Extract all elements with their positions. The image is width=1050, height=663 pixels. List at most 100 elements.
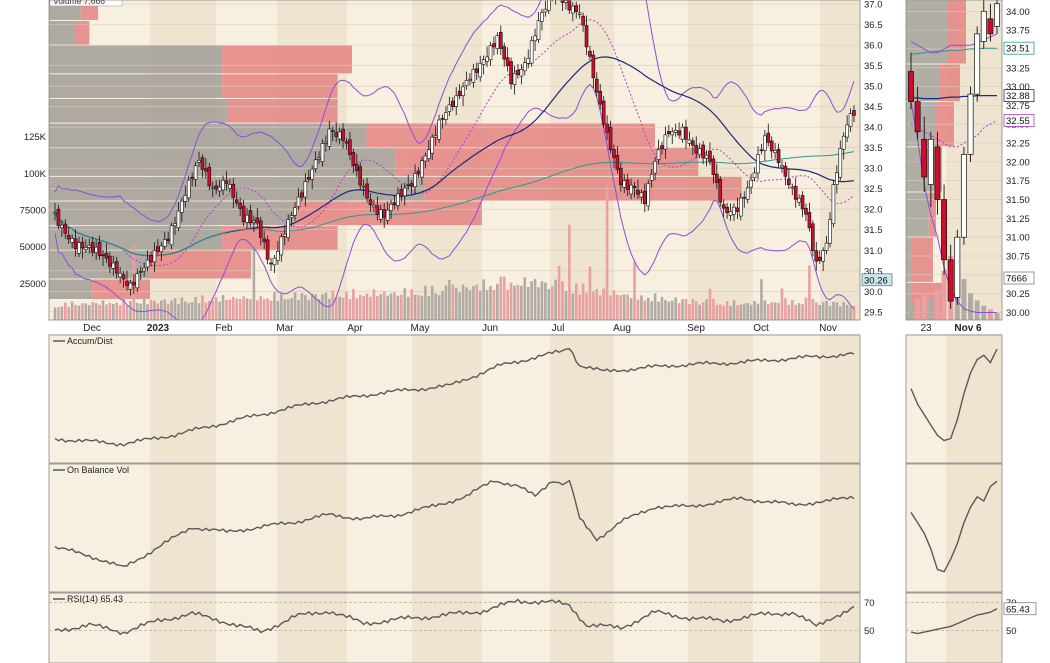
volume-bar: [729, 305, 732, 320]
volume-bar: [290, 298, 293, 320]
candle-body: [509, 61, 513, 85]
volume-bar: [835, 302, 839, 320]
volume-bar: [101, 300, 105, 320]
zoom-price-tick: 32.00: [1006, 157, 1030, 168]
candle-body: [186, 179, 191, 199]
price-tick-label: 31.0: [864, 246, 883, 257]
candle-body: [485, 56, 489, 62]
price-tick-label: 30.5: [864, 266, 883, 277]
candle-body: [156, 246, 160, 252]
candle-body: [457, 90, 462, 97]
candle-body: [197, 160, 201, 163]
candle-body: [382, 209, 387, 218]
indicator-title: RSI(14) 65.43: [67, 594, 123, 604]
candle-body: [162, 239, 167, 247]
candle-body: [392, 202, 397, 205]
volume-bar: [338, 296, 341, 320]
candle-body: [101, 254, 105, 257]
candle-body: [643, 191, 647, 205]
volume-bar: [262, 299, 266, 320]
candle-body: [619, 167, 623, 186]
candle-body: [649, 173, 654, 181]
candle-body: [327, 128, 332, 147]
candle-body: [255, 217, 260, 224]
volume-bar: [739, 304, 743, 320]
price-tick-label: 32.0: [864, 205, 883, 216]
volume-bar: [74, 304, 77, 320]
zoom-candle-body: [934, 146, 941, 200]
volume-bar: [684, 299, 688, 320]
volume-bar: [57, 307, 60, 320]
candle-body: [512, 72, 517, 85]
volume-bar: [681, 299, 684, 320]
volume-bar: [142, 298, 146, 320]
volume-bar: [211, 301, 215, 320]
volume-bar: [852, 305, 856, 320]
candle-body: [258, 220, 263, 238]
candle-body: [536, 20, 541, 40]
candle-body: [852, 110, 856, 116]
candle-body: [773, 150, 777, 153]
volume-bar: [304, 295, 307, 320]
volume-bar: [451, 284, 455, 320]
volume-bar: [300, 293, 304, 320]
candle-body: [320, 143, 325, 162]
candle-body: [776, 148, 781, 163]
candle-body: [440, 118, 445, 120]
volume-bar: [622, 294, 626, 320]
volume-bar: [430, 285, 434, 320]
zoom-volume-bar: [921, 293, 927, 320]
volume-bar: [646, 297, 650, 320]
volume-bar: [235, 298, 239, 320]
candle-body: [769, 140, 774, 152]
candle-body: [787, 178, 791, 185]
volume-bar: [314, 294, 317, 320]
volume-bar: [448, 280, 451, 320]
candle-body: [135, 273, 140, 289]
zoom-value-box: [1003, 89, 1035, 103]
volume-bar: [355, 298, 359, 320]
candle-body: [77, 242, 81, 254]
candle-body: [413, 173, 417, 188]
volume-bar: [533, 278, 537, 320]
candle-body: [111, 262, 116, 269]
candle-body: [159, 245, 164, 252]
rsi-tick-label: 50: [864, 626, 875, 637]
volume-header-label: Volume 7,666: [53, 0, 105, 6]
volume-bar: [602, 288, 605, 320]
volume-bar: [797, 303, 801, 320]
zoom-volume-bar: [961, 279, 967, 320]
candle-body: [577, 12, 582, 15]
candle-body: [474, 68, 479, 73]
candle-body: [176, 210, 181, 228]
zoom-candle-body: [967, 93, 974, 155]
volume-profile-bar: [222, 45, 352, 74]
candle-body: [663, 134, 668, 150]
volume-profile-bar: [92, 279, 150, 299]
zoom-price-tick: 33.75: [1006, 26, 1030, 37]
zoom-value-label: 32.88: [1006, 91, 1030, 102]
candle-body: [735, 207, 740, 212]
volume-bar: [129, 300, 132, 320]
volume-bar: [334, 297, 338, 320]
volume-bar: [492, 290, 496, 320]
price-panel-frame: [48, 0, 861, 321]
volume-bar: [619, 295, 623, 320]
volume-bar: [180, 297, 184, 320]
volume-profile-bar: [49, 148, 396, 176]
volume-bar: [609, 295, 612, 320]
candle-body: [608, 127, 613, 151]
candle-body: [180, 200, 184, 213]
volume-bar: [506, 289, 509, 320]
candle-body: [677, 130, 681, 136]
candle-body: [423, 155, 428, 162]
volume-bar: [242, 296, 245, 320]
volume-bar: [177, 303, 180, 320]
indicator-line: [54, 348, 855, 447]
candle-body: [378, 209, 383, 220]
volume-bar: [441, 291, 444, 320]
candle-body: [330, 130, 335, 132]
candle-body: [272, 257, 277, 266]
month-label: Dec: [83, 323, 101, 334]
volume-tick-label: 125K: [24, 132, 47, 143]
